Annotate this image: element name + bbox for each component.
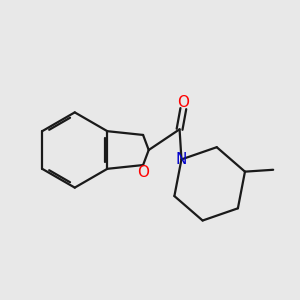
Text: O: O <box>137 165 149 180</box>
Text: O: O <box>177 95 189 110</box>
Text: N: N <box>176 152 187 167</box>
